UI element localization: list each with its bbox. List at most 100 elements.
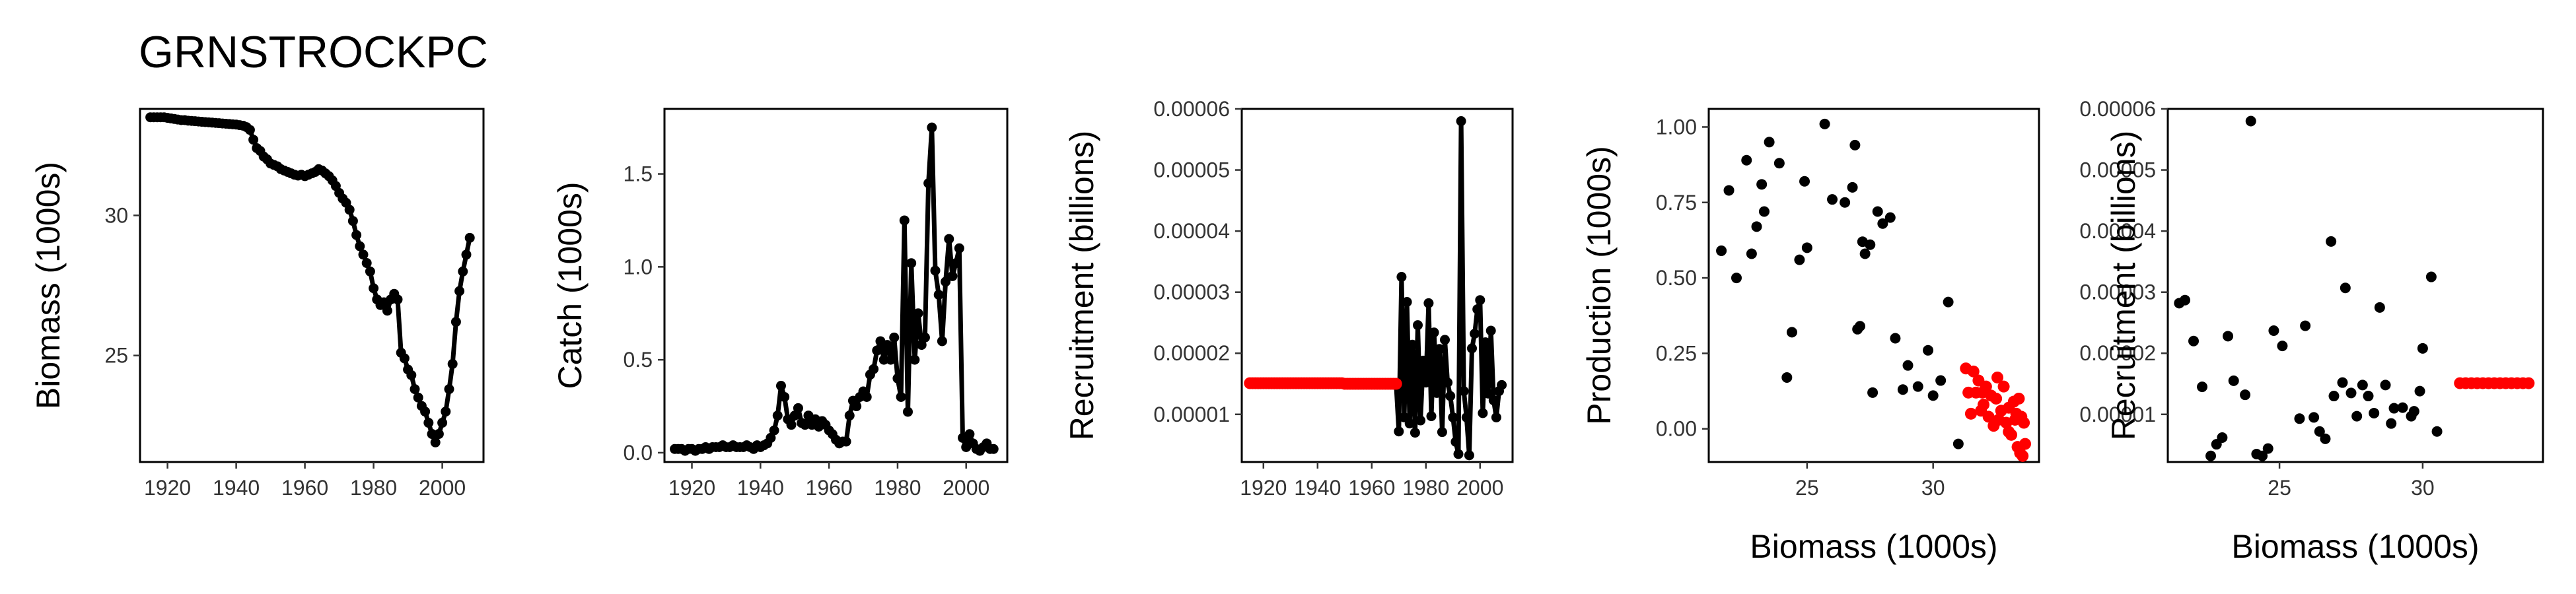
- data-point: [919, 332, 930, 343]
- data-point: [1847, 182, 1858, 193]
- data-point: [1877, 218, 1888, 229]
- data-point: [1475, 295, 1485, 306]
- x-tick-label: 1940: [213, 476, 260, 500]
- data-point: [1421, 378, 1431, 388]
- data-point: [2337, 377, 2348, 388]
- data-point: [1402, 296, 1412, 307]
- data-point: [244, 125, 255, 135]
- x-tick-label: 1960: [281, 476, 328, 500]
- y-tick-label: 0.00004: [1153, 219, 1230, 243]
- x-tick-label: 30: [1921, 476, 1945, 500]
- data-point-highlight: [2017, 449, 2029, 462]
- data-point-highlight: [2522, 377, 2535, 389]
- data-point: [1723, 185, 1735, 196]
- y-axis-title: Recruitment (billions): [1063, 131, 1100, 441]
- x-axis-title: Biomass (1000s): [2231, 528, 2479, 565]
- data-point: [2180, 294, 2191, 306]
- data-point-highlight: [1967, 365, 1980, 378]
- data-point: [902, 407, 913, 417]
- data-point: [1445, 391, 1456, 401]
- data-point: [437, 418, 448, 428]
- x-tick-label: 1940: [1294, 476, 1341, 500]
- y-axis-title: Recruitment (billions): [2105, 131, 2142, 441]
- panel-recruitment-biomass: 25 30 0.00001 0.00002 0.00003 0.00004 0.00005 0…: [2079, 97, 2544, 565]
- data-point: [1872, 206, 1883, 217]
- data-point: [1840, 197, 1851, 208]
- data-point: [406, 370, 417, 380]
- data-point: [427, 429, 437, 440]
- data-point: [1413, 320, 1423, 331]
- x-tick-label: 2000: [1456, 476, 1503, 500]
- data-point: [896, 391, 906, 402]
- data-point: [1794, 254, 1805, 265]
- data-point: [2417, 343, 2428, 354]
- data-point: [2328, 391, 2340, 402]
- data-point: [1890, 333, 1901, 344]
- data-point: [1426, 411, 1437, 422]
- data-point: [1952, 438, 1964, 449]
- data-point: [2345, 387, 2357, 399]
- data-point: [2262, 443, 2273, 454]
- plot-frame: [1240, 108, 1514, 463]
- data-point: [793, 403, 803, 413]
- y-tick-label: 0.00001: [2079, 403, 2156, 426]
- x-tick-label: 1980: [350, 476, 397, 500]
- data-point: [1923, 345, 1934, 356]
- data-point: [886, 354, 896, 365]
- data-point: [1404, 418, 1415, 429]
- data-point: [382, 306, 392, 316]
- data-point: [365, 266, 375, 277]
- y-tick-label: 0.00005: [1153, 158, 1230, 182]
- data-point: [1716, 245, 1727, 256]
- y-tick-label: 0.00003: [2079, 280, 2156, 304]
- y-tick-label: 0.50: [1656, 266, 1697, 290]
- data-point: [444, 384, 454, 395]
- data-point: [355, 241, 365, 251]
- data-point: [775, 381, 786, 391]
- data-point: [2300, 320, 2311, 331]
- y-tick-label: 25: [104, 344, 128, 368]
- data-point: [358, 249, 369, 260]
- data-point: [1418, 355, 1429, 366]
- data-point: [906, 258, 917, 269]
- data-point: [1758, 206, 1770, 217]
- data-point: [1786, 327, 1797, 338]
- data-point: [927, 122, 937, 133]
- data-point: [420, 407, 431, 417]
- y-tick-label: 0.00006: [1153, 97, 1230, 121]
- data-point: [1756, 179, 1768, 190]
- data-point: [1443, 378, 1453, 388]
- data-point: [351, 230, 362, 240]
- data-point: [413, 392, 423, 403]
- y-tick-label: 0.00: [1656, 417, 1697, 441]
- y-tick-label: 0.75: [1656, 191, 1697, 214]
- data-point: [1884, 212, 1896, 223]
- data-point-highlight: [1990, 392, 2003, 405]
- data-point: [1746, 248, 1757, 259]
- data-point: [916, 340, 927, 350]
- data-point: [1912, 381, 1923, 392]
- data-point: [1897, 384, 1908, 395]
- data-point: [2431, 426, 2443, 437]
- data-point: [944, 234, 954, 244]
- y-axis-title: Catch (1000s): [552, 182, 589, 389]
- data-point: [872, 345, 882, 356]
- data-point: [464, 232, 475, 243]
- y-tick-label: 0.00001: [1153, 403, 1230, 426]
- data-point-highlight: [1982, 411, 1995, 423]
- y-tick-label: 0.0: [624, 441, 653, 465]
- x-tick-label: 1920: [668, 476, 715, 500]
- data-point: [2268, 325, 2279, 336]
- data-point: [1440, 335, 1450, 345]
- data-point: [2374, 302, 2385, 313]
- data-point: [2245, 116, 2256, 127]
- data-point: [950, 258, 961, 269]
- data-point: [954, 243, 964, 253]
- data-point: [2228, 375, 2239, 386]
- data-point: [2357, 380, 2368, 391]
- data-point: [2386, 418, 2397, 429]
- data-point: [913, 308, 923, 319]
- data-point: [1396, 272, 1407, 282]
- data-point: [1464, 450, 1474, 461]
- data-point: [1448, 412, 1458, 422]
